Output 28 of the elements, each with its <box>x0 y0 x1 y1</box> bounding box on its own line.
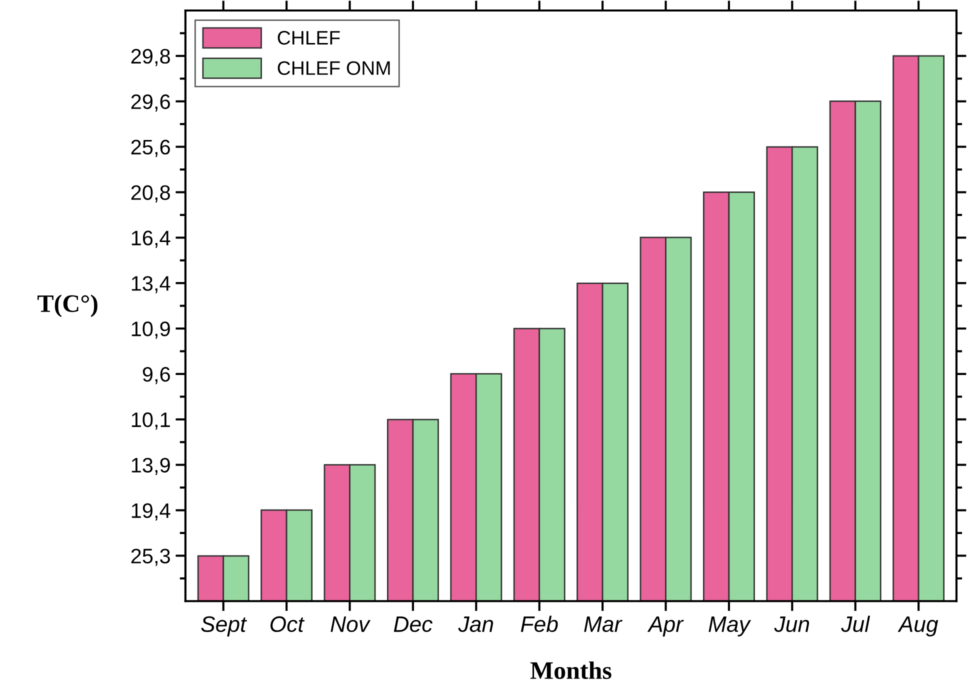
legend-label: CHLEF <box>278 30 340 45</box>
text: 25,6 <box>131 140 170 158</box>
y-axis-title: T(C°) <box>38 294 98 318</box>
text: 16,4 <box>132 230 170 248</box>
text: 19,4 <box>132 503 170 520</box>
text: 20,8 <box>131 185 170 202</box>
x-tick-label: Sept <box>201 616 247 636</box>
x-tick-label: Feb <box>520 616 558 632</box>
text: 10,9 <box>132 322 170 339</box>
x-tick-label: Jun <box>774 616 810 632</box>
x-tick-label: Jul <box>841 616 870 632</box>
x-tick-label: May <box>708 616 752 636</box>
text: 29,8 <box>131 48 170 66</box>
text: 29,6 <box>131 94 170 112</box>
text: 25,3 <box>131 548 170 566</box>
x-axis-title: Months <box>530 661 612 680</box>
text: 13,9 <box>132 458 170 476</box>
legend-label: CHLEF ONM <box>278 61 390 75</box>
x-tick-label: Jan <box>458 616 494 632</box>
x-tick-label: Apr <box>647 616 684 636</box>
x-tick-label: Mar <box>584 616 622 632</box>
text: 9,6 <box>142 366 170 384</box>
x-tick-label: Nov <box>330 616 371 632</box>
x-tick-label: Dec <box>394 616 432 632</box>
x-tick-label: Aug <box>898 616 938 636</box>
x-tick-label: Oct <box>270 616 305 632</box>
text: 13,4 <box>132 276 170 294</box>
text: 10,1 <box>132 412 170 430</box>
